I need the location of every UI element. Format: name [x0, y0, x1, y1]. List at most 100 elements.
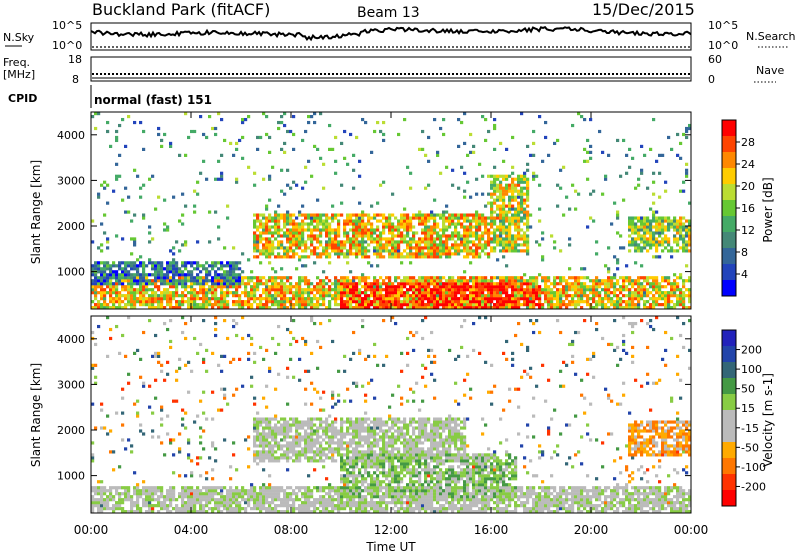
- heatmap-cell: [421, 276, 425, 280]
- heatmap-cell: [259, 294, 263, 298]
- heatmap-cell: [169, 282, 173, 286]
- heatmap-cell: [598, 291, 602, 295]
- heatmap-cell: [409, 240, 413, 244]
- heatmap-cell: [310, 504, 314, 508]
- heatmap-cell: [292, 444, 296, 448]
- heatmap-cell: [499, 180, 503, 184]
- heatmap-cell: [283, 282, 287, 286]
- heatmap-cell: [532, 285, 536, 289]
- heatmap-cell: [256, 246, 260, 250]
- heatmap-cell: [118, 276, 122, 280]
- heatmap-cell: [685, 231, 689, 235]
- heatmap-cell: [181, 222, 185, 226]
- heatmap-cell: [277, 225, 281, 229]
- heatmap-cell: [259, 249, 263, 253]
- colorbar-segment: [722, 264, 736, 281]
- heatmap-cell: [463, 112, 467, 116]
- heatmap-cell: [595, 291, 599, 295]
- heatmap-cell: [316, 297, 320, 301]
- heatmap-cell: [283, 300, 287, 304]
- heatmap-cell: [304, 300, 308, 304]
- heatmap-cell: [430, 279, 434, 283]
- heatmap-cell: [670, 219, 674, 223]
- heatmap-cell: [493, 165, 497, 169]
- heatmap-cell: [142, 330, 146, 335]
- heatmap-cell: [532, 129, 536, 134]
- heatmap-cell: [91, 282, 95, 286]
- heatmap-cell: [262, 438, 266, 442]
- heatmap-cell: [280, 501, 284, 505]
- heatmap-cell: [403, 222, 407, 226]
- heatmap-cell: [292, 318, 296, 323]
- heatmap-cell: [340, 300, 344, 304]
- heatmap-cell: [664, 294, 668, 298]
- heatmap-cell: [265, 294, 269, 298]
- heatmap-cell: [418, 210, 422, 214]
- heatmap-cell: [265, 216, 269, 220]
- heatmap-cell: [310, 435, 314, 439]
- heatmap-cell: [610, 285, 614, 289]
- heatmap-cell: [373, 288, 377, 292]
- heatmap-cell: [475, 231, 479, 235]
- heatmap-cell: [517, 234, 521, 238]
- heatmap-cell: [334, 231, 338, 235]
- heatmap-cell: [382, 213, 386, 217]
- heatmap-cell: [436, 297, 440, 301]
- heatmap-cell: [271, 510, 275, 514]
- heatmap-cell: [118, 123, 122, 128]
- heatmap-cell: [109, 429, 113, 433]
- heatmap-cell: [265, 246, 269, 250]
- heatmap-cell: [433, 306, 437, 310]
- heatmap-cell: [340, 297, 344, 301]
- heatmap-cell: [463, 234, 467, 238]
- heatmap-cell: [136, 492, 140, 496]
- heatmap-cell: [181, 498, 185, 502]
- heatmap-cell: [295, 282, 299, 286]
- heatmap-cell: [601, 300, 605, 304]
- heatmap-cell: [382, 255, 386, 259]
- heatmap-cell: [217, 510, 221, 514]
- heatmap-cell: [475, 300, 479, 304]
- heatmap-cell: [604, 303, 608, 307]
- heatmap-cell: [277, 288, 281, 292]
- heatmap-cell: [589, 192, 593, 196]
- heatmap-cell: [97, 492, 101, 496]
- heatmap-cell: [94, 267, 98, 271]
- heatmap-cell: [652, 216, 656, 220]
- heatmap-cell: [499, 279, 503, 283]
- heatmap-cell: [259, 306, 263, 310]
- heatmap-cell: [649, 282, 653, 286]
- heatmap-cell: [394, 246, 398, 250]
- heatmap-cell: [268, 246, 272, 250]
- heatmap-cell: [298, 450, 302, 454]
- heatmap-cell: [220, 354, 224, 358]
- heatmap-cell: [265, 306, 269, 310]
- heatmap-cell: [172, 453, 176, 457]
- heatmap-cell: [508, 276, 512, 280]
- heatmap-cell: [379, 282, 383, 286]
- heatmap-cell: [385, 222, 389, 226]
- heatmap-cell: [166, 489, 170, 493]
- heatmap-cell: [217, 273, 221, 277]
- heatmap-cell: [109, 300, 113, 304]
- heatmap-cell: [307, 213, 311, 217]
- heatmap-cell: [118, 300, 122, 304]
- heatmap-cell: [220, 291, 224, 295]
- heatmap-cell: [472, 279, 476, 283]
- heatmap-cell: [148, 225, 152, 229]
- heatmap-cell: [340, 303, 344, 307]
- heatmap-cell: [658, 240, 662, 244]
- heatmap-cell: [625, 153, 629, 157]
- heatmap-cell: [349, 300, 353, 304]
- heatmap-cell: [514, 225, 518, 229]
- heatmap-cell: [541, 306, 545, 310]
- heatmap-cell: [154, 492, 158, 496]
- heatmap-cell: [469, 300, 473, 304]
- heatmap-cell: [505, 177, 509, 181]
- heatmap-cell: [673, 279, 677, 283]
- heatmap-cell: [247, 258, 251, 262]
- heatmap-cell: [346, 237, 350, 241]
- heatmap-cell: [646, 300, 650, 304]
- heatmap-cell: [334, 285, 338, 289]
- heatmap-cell: [394, 288, 398, 292]
